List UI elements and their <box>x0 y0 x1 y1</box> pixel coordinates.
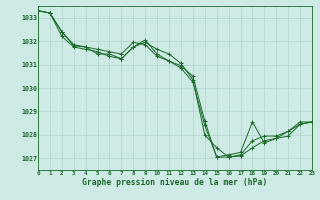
X-axis label: Graphe pression niveau de la mer (hPa): Graphe pression niveau de la mer (hPa) <box>82 178 268 187</box>
